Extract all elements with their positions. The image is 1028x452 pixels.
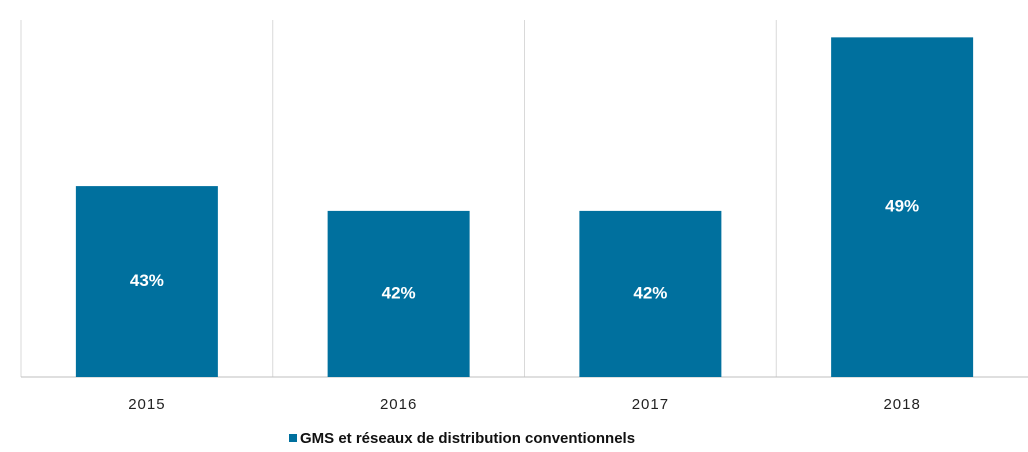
x-tick-label: 2015 xyxy=(128,396,165,413)
value-label: 42% xyxy=(382,283,416,302)
legend-swatch xyxy=(289,434,297,442)
value-label: 42% xyxy=(633,283,667,302)
x-tick-label: 2016 xyxy=(380,396,417,413)
legend-label: GMS et réseaux de distribution conventio… xyxy=(300,430,635,447)
bar xyxy=(327,210,470,377)
value-label: 49% xyxy=(885,197,919,216)
bar xyxy=(831,37,974,378)
value-label: 43% xyxy=(130,271,164,290)
bar xyxy=(579,210,722,377)
x-tick-label: 2018 xyxy=(883,396,920,413)
x-tick-label: 2017 xyxy=(632,396,669,413)
bar xyxy=(75,186,218,377)
